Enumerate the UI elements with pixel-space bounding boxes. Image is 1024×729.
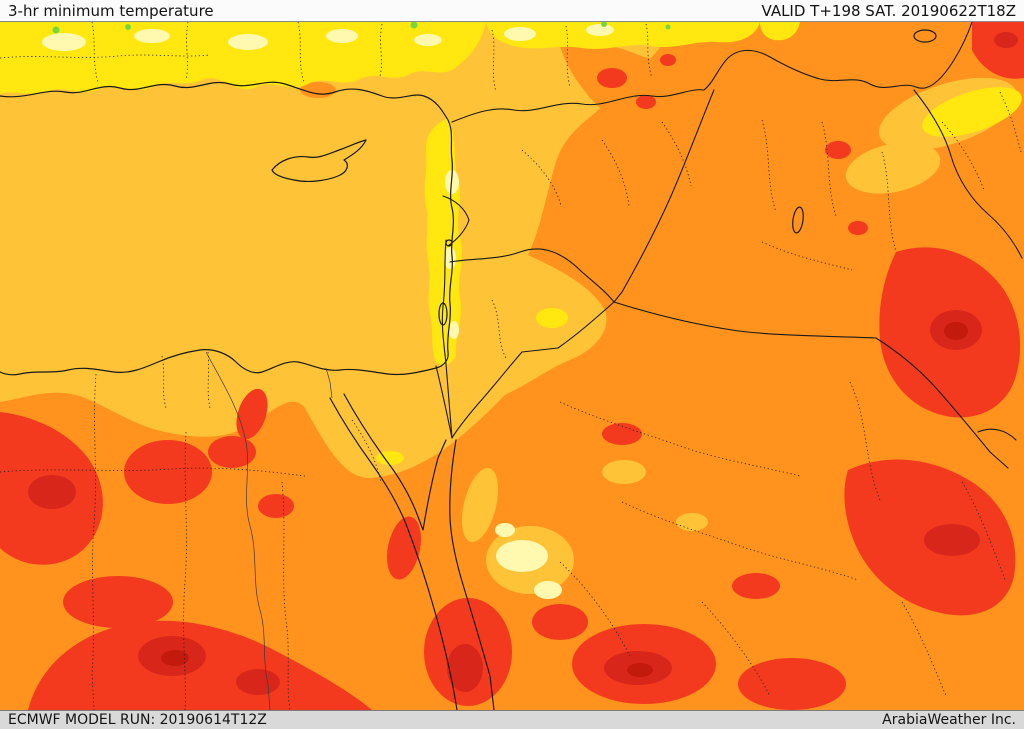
admin-borders-dotted — [0, 22, 1022, 710]
footer-bar: ECMWF MODEL RUN: 20190614T12Z ArabiaWeat… — [0, 710, 1024, 729]
field-pale-yellow — [42, 24, 614, 599]
country-borders — [435, 22, 1023, 469]
field-yellow — [0, 22, 1022, 465]
red-sea-east-shore — [449, 439, 495, 710]
sinai-peninsula-shore — [343, 393, 447, 531]
page-title: 3-hr minimum temperature — [8, 1, 214, 20]
suez-canal — [325, 367, 333, 399]
valid-time-label: VALID T+198 SAT. 20190622T18Z — [761, 1, 1016, 20]
model-run-label: ECMWF MODEL RUN: 20190614T12Z — [8, 712, 267, 728]
field-green-specks — [52, 22, 671, 34]
nile-river — [205, 351, 271, 710]
temperature-field-svg — [0, 22, 1024, 710]
attribution-label: ArabiaWeather Inc. — [882, 712, 1016, 728]
gulf-of-suez-west-shore — [329, 397, 458, 710]
lake-van — [913, 29, 937, 43]
weather-map — [0, 22, 1024, 710]
cyprus-island — [271, 139, 367, 182]
header-bar: 3-hr minimum temperature VALID T+198 SAT… — [0, 0, 1024, 22]
field-crimson — [161, 322, 968, 677]
lake-tharthar — [792, 206, 804, 234]
